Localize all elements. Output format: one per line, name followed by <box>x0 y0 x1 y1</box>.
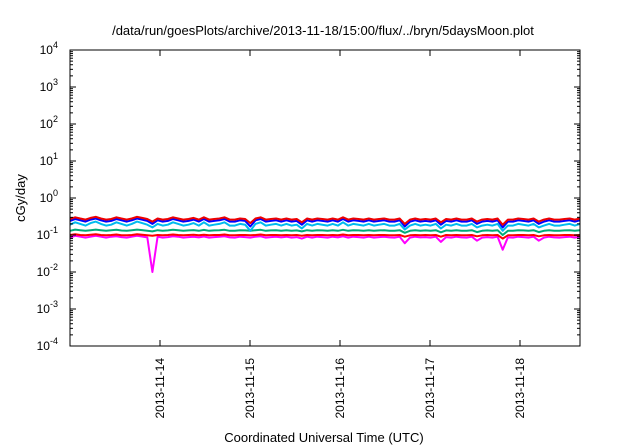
x-tick-label: 2013-11-18 <box>513 358 527 419</box>
y-tick: 104 <box>40 40 580 57</box>
x-tick: 2013-11-16 <box>333 50 347 419</box>
y-tick-label: 10-4 <box>37 336 58 353</box>
y-tick: 100 <box>40 188 580 205</box>
y-tick-label: 10-3 <box>37 299 58 316</box>
y-tick-base: 10 <box>37 228 51 242</box>
y-tick-exponent: 4 <box>53 40 58 50</box>
y-tick: 102 <box>40 114 580 131</box>
x-axis-ticks: 2013-11-14 2013-11-15 2013-11-16 2013-11-17… <box>153 50 527 419</box>
x-tick: 2013-11-18 <box>513 50 527 419</box>
series-line-1 <box>69 234 581 273</box>
series-line-3 <box>69 228 581 236</box>
x-tick-label: 2013-11-16 <box>333 358 347 419</box>
y-tick-exponent: 1 <box>53 151 58 161</box>
y-tick: 103 <box>40 77 580 94</box>
y-tick: 10-1 <box>37 225 580 242</box>
y-tick: 10-4 <box>37 336 580 353</box>
y-tick-label: 101 <box>40 151 58 168</box>
y-tick-label: 102 <box>40 114 58 131</box>
y-tick-exponent: -3 <box>50 299 58 309</box>
x-tick-label: 2013-11-15 <box>243 358 257 419</box>
y-tick-exponent: -2 <box>50 262 58 272</box>
y-tick-exponent: -4 <box>50 336 58 346</box>
y-tick: 10-3 <box>37 299 580 316</box>
x-tick: 2013-11-14 <box>153 50 167 419</box>
y-tick-label: 10-2 <box>37 262 58 279</box>
y-tick: 10-2 <box>37 262 580 279</box>
y-tick: 101 <box>40 151 580 168</box>
plot-frame <box>69 49 581 347</box>
x-axis-label: Coordinated Universal Time (UTC) <box>224 430 423 445</box>
y-tick-base: 10 <box>37 302 51 316</box>
y-tick-base: 10 <box>40 191 54 205</box>
y-tick-label: 103 <box>40 77 58 94</box>
y-tick-label: 100 <box>40 188 58 205</box>
y-tick-exponent: 3 <box>53 77 58 87</box>
y-tick-exponent: 0 <box>53 188 58 198</box>
x-tick: 2013-11-17 <box>423 50 437 419</box>
y-axis-label: cGy/day <box>13 174 28 222</box>
y-tick-base: 10 <box>40 117 54 131</box>
y-tick-label: 10-1 <box>37 225 58 242</box>
series-layer <box>69 215 581 273</box>
x-tick-label: 2013-11-14 <box>153 358 167 419</box>
x-tick-label: 2013-11-17 <box>423 358 437 419</box>
y-tick-base: 10 <box>40 154 54 168</box>
y-tick-base: 10 <box>37 265 51 279</box>
chart-title: /data/run/goesPlots/archive/2013-11-18/1… <box>112 23 534 38</box>
y-tick-base: 10 <box>40 80 54 94</box>
series-line-2 <box>69 233 581 240</box>
y-tick-base: 10 <box>40 43 54 57</box>
series-line-4 <box>69 220 581 232</box>
series-line-5 <box>69 217 581 229</box>
x-tick: 2013-11-15 <box>243 50 257 419</box>
y-tick-exponent: 2 <box>53 114 58 124</box>
y-tick-exponent: -1 <box>50 225 58 235</box>
series-line-6 <box>69 215 581 226</box>
y-tick-label: 104 <box>40 40 58 57</box>
y-tick-base: 10 <box>37 339 51 353</box>
